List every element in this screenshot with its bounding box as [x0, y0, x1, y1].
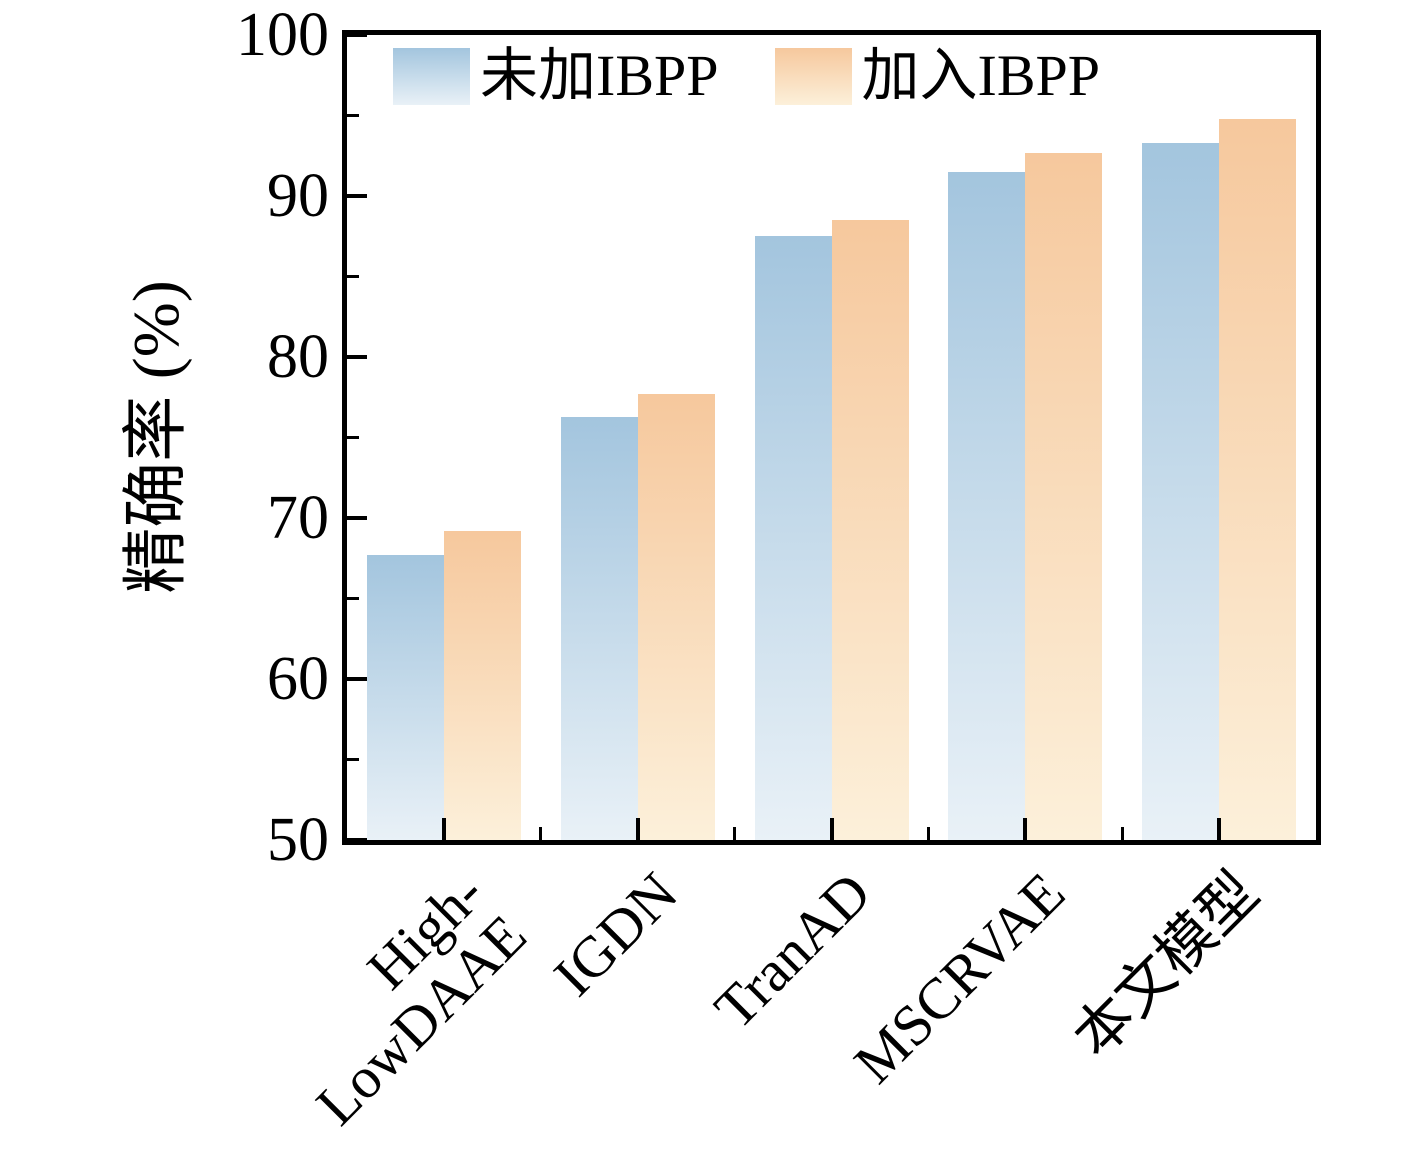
y-major-tick-70	[347, 516, 367, 520]
bar-series1-cat0	[443, 530, 521, 840]
x-minor-tick-1	[733, 827, 737, 840]
x-category-label-4: 本文模型	[1060, 859, 1271, 1070]
bar-series0-cat2	[754, 236, 832, 840]
y-major-tick-60	[347, 677, 367, 681]
y-major-tick-100	[347, 33, 367, 37]
bar-series1-cat4	[1219, 118, 1297, 840]
x-category-label-1: IGDN	[541, 859, 690, 1009]
legend-swatch-with-ibpp-icon	[774, 47, 852, 105]
bar-series0-cat0	[366, 555, 444, 840]
legend-label-without-ibpp: 未加IBPP	[480, 43, 719, 108]
x-minor-tick-0	[539, 827, 543, 840]
bar-series0-cat4	[1142, 142, 1220, 840]
y-tick-label-50: 50	[267, 806, 329, 874]
x-minor-tick-2	[926, 827, 930, 840]
legend: 未加IBPP 加入IBPP	[393, 47, 1100, 105]
y-major-tick-50	[347, 838, 367, 842]
y-minor-tick-75	[347, 436, 359, 439]
y-major-tick-80	[347, 355, 367, 359]
x-minor-tick-3	[1120, 827, 1124, 840]
x-category-label-0: High- LowDAAE	[303, 859, 539, 1138]
y-minor-tick-95	[347, 114, 359, 117]
y-major-tick-90	[347, 194, 367, 198]
bar-series1-cat2	[831, 220, 909, 840]
x-major-tick-4	[1217, 818, 1222, 840]
x-major-tick-1	[635, 818, 640, 840]
y-minor-tick-85	[347, 275, 359, 278]
x-category-label-2: TranAD	[702, 859, 884, 1042]
y-minor-tick-65	[347, 597, 359, 600]
y-tick-label-80: 80	[267, 323, 329, 391]
bar-series1-cat1	[637, 394, 715, 840]
x-category-label-3: MSCRVAE	[841, 859, 1078, 1096]
bar-series0-cat1	[560, 416, 638, 840]
bar-series0-cat3	[948, 171, 1026, 840]
y-tick-label-90: 90	[267, 162, 329, 230]
x-major-tick-0	[441, 818, 446, 840]
x-major-tick-2	[829, 818, 834, 840]
legend-item-without-ibpp: 未加IBPP	[393, 47, 719, 105]
y-tick-label-60: 60	[267, 645, 329, 713]
plot-area: 未加IBPP 加入IBPP	[342, 30, 1321, 845]
legend-item-with-ibpp: 加入IBPP	[774, 43, 1101, 108]
y-tick-label-70: 70	[267, 484, 329, 552]
bar-series1-cat3	[1025, 152, 1103, 840]
legend-swatch-without-ibpp-icon	[393, 47, 470, 105]
x-major-tick-3	[1023, 818, 1028, 840]
y-minor-tick-55	[347, 758, 359, 761]
y-tick-label-100: 100	[236, 1, 329, 69]
legend-label-with-ibpp: 加入IBPP	[861, 43, 1101, 108]
